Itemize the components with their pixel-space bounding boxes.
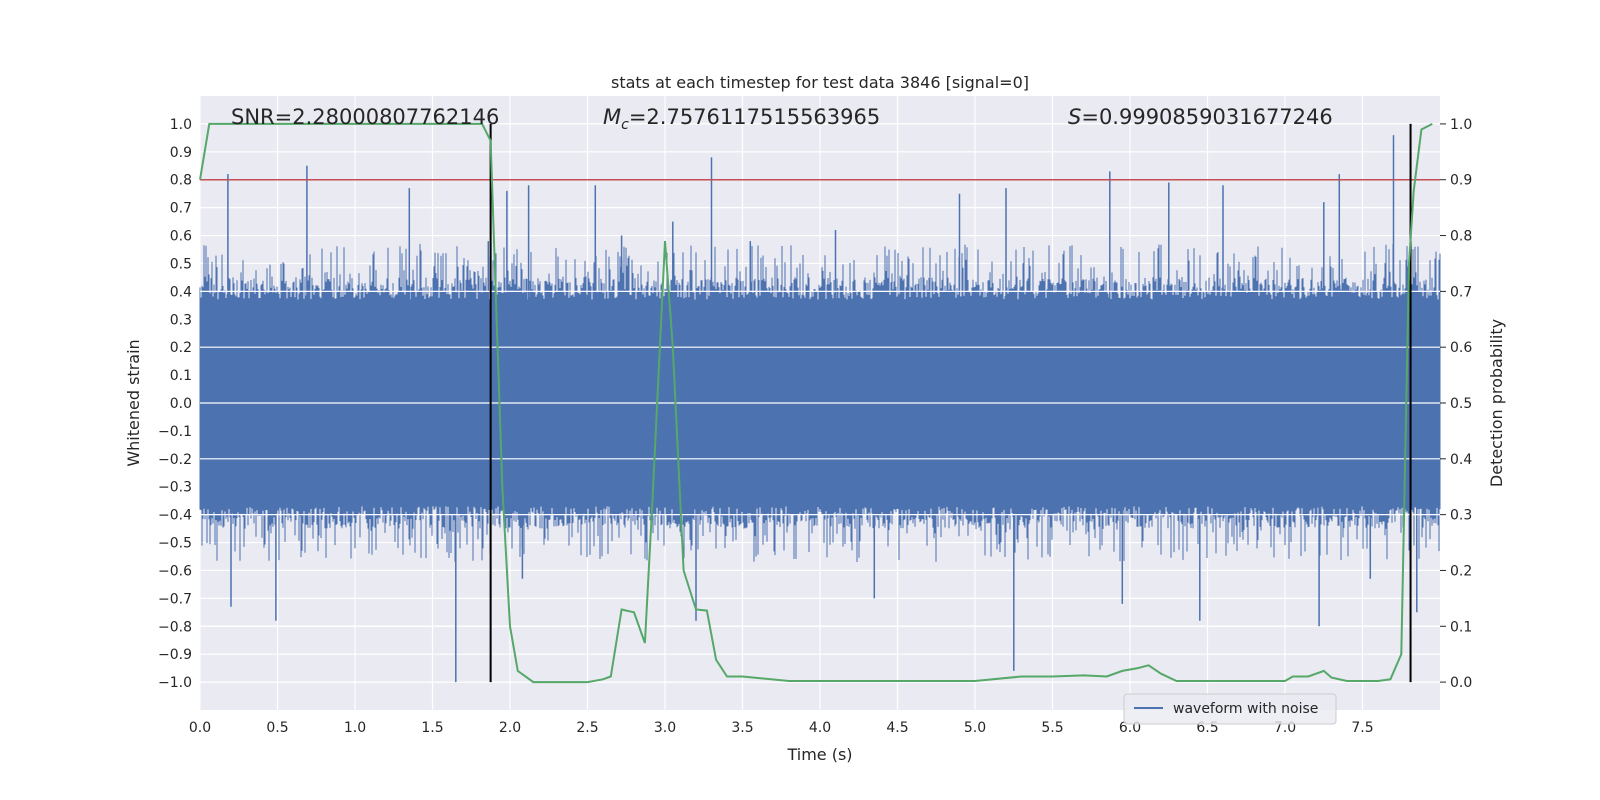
y-tick-label: 0.4 [170, 284, 192, 300]
y2-tick-label: 0.3 [1450, 508, 1472, 524]
x-tick-label: 4.0 [809, 720, 831, 736]
y-tick-label: −0.4 [158, 508, 192, 524]
snr-annotation: SNR=2.28000807762146 [231, 105, 499, 129]
x-tick-label: 1.0 [344, 720, 366, 736]
y2-tick-label: 0.2 [1450, 563, 1472, 579]
x-tick-label: 3.5 [731, 720, 753, 736]
y-tick-label: 0.1 [170, 368, 192, 384]
chart-title: stats at each timestep for test data 384… [611, 73, 1029, 92]
y2-tick-label: 0.6 [1450, 340, 1472, 356]
y-tick-label: 0.2 [170, 340, 192, 356]
x-tick-label: 0.5 [266, 720, 288, 736]
chirp-mass-symbol: M [603, 105, 621, 129]
y-axis-label: Whitened strain [124, 339, 143, 466]
s-symbol: S [1068, 105, 1081, 129]
legend-label: waveform with noise [1173, 701, 1318, 717]
waveform-spikes [227, 135, 1418, 683]
y2-tick-label: 0.0 [1450, 675, 1472, 691]
waveform-series [199, 135, 1441, 683]
chirp-mass-subscript: c [621, 117, 629, 133]
y2-tick-label: 0.8 [1450, 229, 1472, 245]
s-annotation: S=0.9990859031677246 [1068, 105, 1333, 129]
y2-tick-label: 0.4 [1450, 452, 1472, 468]
x-axis-label: Time (s) [786, 745, 852, 764]
y2-tick-label: 0.5 [1450, 396, 1472, 412]
y-tick-label: −0.5 [158, 536, 192, 552]
y-tick-label: 1.0 [170, 117, 192, 133]
y-tick-label: −0.8 [158, 619, 192, 635]
y-tick-label: 0.3 [170, 312, 192, 328]
chirp-mass-value: =2.7576117515563965 [629, 105, 880, 129]
y-tick-label: −0.7 [158, 591, 192, 607]
y2-tick-label: 0.1 [1450, 619, 1472, 635]
detection-probability-line [199, 122, 1433, 684]
y-tick-label: 0.7 [170, 201, 192, 217]
y-tick-label: −0.3 [158, 480, 192, 496]
legend-box [1123, 693, 1337, 725]
y-tick-label: 0.8 [170, 173, 192, 189]
x-tick-label: 7.5 [1351, 720, 1373, 736]
x-axis-ticks: 0.0 0.5 1.0 1.5 2.0 2.5 3.0 3.5 4.0 4.5 5.0 5.5 6.0 6… [189, 720, 1374, 736]
y-axis-ticks: 1.0 0.9 0.8 0.7 0.6 0.5 0.4 0.3 0.2 0.1 0.0 −0.1 −0.… [158, 117, 192, 691]
vertical-markers [489, 123, 1412, 683]
x-tick-label: 4.5 [886, 720, 908, 736]
y-tick-label: −0.1 [158, 424, 192, 440]
y-tick-label: 0.6 [170, 229, 192, 245]
y2-tick-label: 1.0 [1450, 117, 1472, 133]
y-tick-label: −1.0 [158, 675, 192, 691]
y-tick-label: 0.5 [170, 256, 192, 272]
y-tick-label: −0.6 [158, 563, 192, 579]
x-tick-label: 3.0 [654, 720, 676, 736]
chirp-mass-annotation: Mc=2.7576117515563965 [603, 105, 880, 133]
x-tick-label: 1.5 [421, 720, 443, 736]
y-tick-label: −0.9 [158, 647, 192, 663]
x-tick-label: 5.0 [964, 720, 986, 736]
y2-axis-ticks: 1.0 0.9 0.8 0.7 0.6 0.5 0.4 0.3 0.2 0.1 0.0 [1440, 117, 1472, 691]
x-tick-label: 2.5 [576, 720, 598, 736]
y2-axis-label: Detection probability [1487, 319, 1506, 487]
y-tick-label: 0.9 [170, 145, 192, 161]
x-tick-label: 5.5 [1041, 720, 1063, 736]
s-value: =0.9990859031677246 [1081, 105, 1332, 129]
y2-tick-label: 0.9 [1450, 173, 1472, 189]
legend: waveform with noise [1123, 693, 1337, 725]
y-tick-label: 0.0 [170, 396, 192, 412]
x-tick-label: 2.0 [499, 720, 521, 736]
y-tick-label: −0.2 [158, 452, 192, 468]
x-tick-label: 0.0 [189, 720, 211, 736]
y2-tick-label: 0.7 [1450, 284, 1472, 300]
